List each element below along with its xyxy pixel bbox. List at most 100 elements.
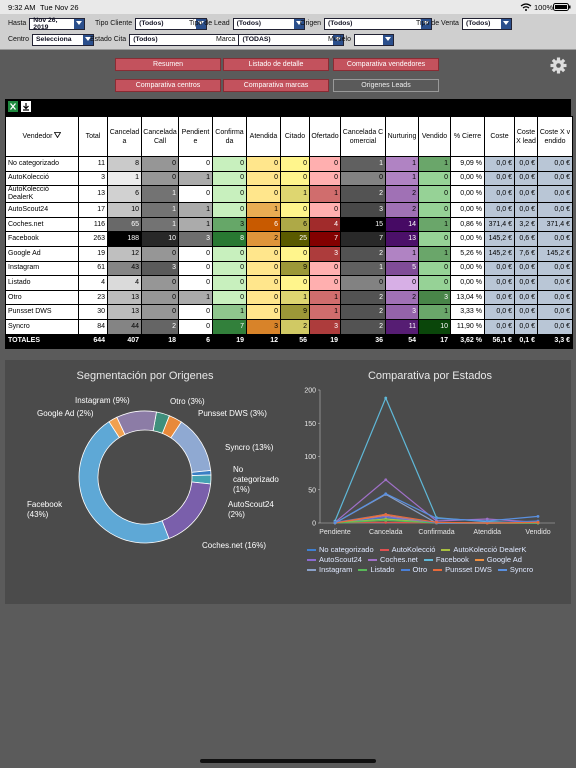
legend-item[interactable]: AutoKolecció DealerK: [441, 545, 526, 554]
table-row: Otro 23 13 0 1 0 0 1 1 2 2 3 13,04 % 0,0 €0,0 €0,0 €: [5, 289, 573, 306]
header-text: Coste X lead: [516, 128, 536, 145]
legend-label: No categorizado: [319, 545, 374, 554]
legend-item[interactable]: Instagram: [307, 565, 352, 574]
table-cell: 1: [141, 216, 179, 233]
legend-item[interactable]: Punsset DWS: [433, 565, 492, 574]
table-cell: 0: [212, 202, 247, 218]
column-header[interactable]: Pendiente: [178, 116, 213, 157]
table-cell: 3: [309, 318, 341, 335]
totals-cell: 56: [280, 333, 310, 349]
column-header[interactable]: Vendido: [418, 116, 451, 157]
settings-icon[interactable]: [550, 57, 567, 74]
tab-button[interactable]: Origenes Leads: [333, 79, 439, 92]
table-cell: AutoScout24: [5, 202, 79, 218]
table-cell: 0: [141, 275, 179, 291]
header-text: Confirmada: [215, 128, 244, 145]
dropdown[interactable]: [353, 33, 394, 46]
table-cell: 0: [418, 170, 451, 187]
tab-button[interactable]: Comparativa centros: [115, 79, 221, 92]
dropdown[interactable]: (Todos): [461, 17, 512, 30]
table-cell: 2: [340, 304, 386, 320]
tab-button[interactable]: Listado de detalle: [223, 58, 329, 71]
legend-item[interactable]: Coches.net: [367, 555, 418, 564]
table-cell: 0,00 %: [450, 170, 485, 187]
legend-swatch: [307, 558, 316, 561]
dropdown[interactable]: Nov 26, 2019: [29, 16, 86, 31]
column-header[interactable]: Coste: [484, 116, 515, 157]
dropdown-arrow: [83, 34, 94, 45]
column-header[interactable]: Coste X vendido: [537, 116, 573, 157]
totals-cell: 12: [246, 333, 281, 349]
column-header[interactable]: Ofertado: [309, 116, 341, 157]
column-header[interactable]: Cancelada Call: [141, 116, 179, 157]
header-text: Atendida: [249, 133, 278, 140]
legend-item[interactable]: AutoScout24: [307, 555, 362, 564]
column-header[interactable]: Total: [78, 116, 108, 157]
legend-swatch: [433, 568, 443, 571]
table-row: Facebook 263 188 10 3 8 2 25 7 7 13 0 0,00 % 145,2 €0…: [5, 231, 573, 247]
tab-button[interactable]: Comparativa vendedores: [333, 58, 439, 71]
dropdown[interactable]: Selecciona: [32, 33, 95, 46]
table-cell: 0,0 €: [514, 260, 538, 277]
table-cell: 0,0 €: [484, 202, 515, 218]
table-cell: 0,0 €: [537, 260, 573, 277]
legend-item[interactable]: Syncro: [497, 565, 533, 574]
export-icons[interactable]: [8, 101, 32, 113]
column-header[interactable]: % Cierre: [450, 116, 485, 157]
legend-item[interactable]: Listado: [358, 565, 395, 574]
totals-cell: 3,3 €: [537, 333, 573, 349]
table-cell: 10: [141, 231, 179, 247]
table-cell: 1: [309, 185, 341, 204]
column-header[interactable]: Coste X lead: [514, 116, 538, 157]
tab-button[interactable]: Comparativa marcas: [223, 79, 329, 92]
legend-item[interactable]: Google Ad: [474, 555, 522, 564]
column-header[interactable]: Confirmada: [212, 116, 247, 157]
pie-slice: [170, 421, 212, 473]
dropdown[interactable]: (Todos): [135, 17, 208, 30]
table-cell: 8: [107, 156, 142, 172]
series-point: [536, 514, 540, 518]
column-header[interactable]: Atendida: [246, 116, 281, 157]
table-cell: 11: [78, 156, 108, 172]
column-header[interactable]: Citado: [280, 116, 310, 157]
table-cell: 43: [107, 260, 142, 277]
y-tick-label: 200: [304, 388, 316, 395]
totals-cell: 19: [212, 333, 247, 349]
legend-item[interactable]: Otro: [400, 565, 427, 574]
table-cell: 0: [280, 275, 310, 291]
table-row: Punsset DWS 30 13 0 0 1 0 9 1 2 3 1 3,33 % 0,0 €0,0 €…: [5, 304, 573, 320]
column-header[interactable]: Cancelada Comercial: [340, 116, 386, 157]
filter-label: Tipo de Lead: [189, 20, 230, 27]
dropdown[interactable]: (Todos): [324, 17, 433, 30]
table-cell: 1: [385, 245, 419, 262]
table-cell: 0: [212, 260, 247, 277]
header-text: Cancelada Comercial: [342, 128, 384, 145]
totals-cell: 36: [340, 333, 386, 349]
table-cell: 263: [78, 231, 108, 247]
table-cell: 1: [309, 304, 341, 320]
legend-item[interactable]: AutoKolecció: [379, 545, 435, 554]
column-header[interactable]: Nurturing: [385, 116, 419, 157]
dropdown-value: Nov 26, 2019: [33, 16, 58, 31]
table-cell: 0,0 €: [484, 260, 515, 277]
header-text: Ofertado: [311, 133, 339, 140]
series-point: [384, 518, 388, 522]
tab-button[interactable]: Resumen: [115, 58, 221, 71]
date: Tue Nov 26: [40, 3, 79, 12]
table-cell: Syncro: [5, 318, 79, 335]
table-cell: 0: [309, 275, 341, 291]
dropdown[interactable]: (TODAS): [238, 33, 345, 46]
legend-item[interactable]: No categorizado: [307, 545, 374, 554]
table-cell: 0,0 €: [484, 156, 515, 172]
table-cell: 145,2 €: [537, 245, 573, 262]
column-header[interactable]: Vendedor: [5, 116, 79, 157]
legend-item[interactable]: Facebook: [423, 555, 469, 564]
column-header[interactable]: Cancelada: [107, 116, 142, 157]
table-cell: 1: [418, 304, 451, 320]
table-cell: 0: [178, 245, 213, 262]
dropdown[interactable]: (Todos): [232, 17, 305, 30]
table-cell: 2: [340, 245, 386, 262]
table-cell: 2: [385, 289, 419, 306]
table-cell: 0,0 €: [484, 289, 515, 306]
table-cell: 1: [141, 185, 179, 204]
